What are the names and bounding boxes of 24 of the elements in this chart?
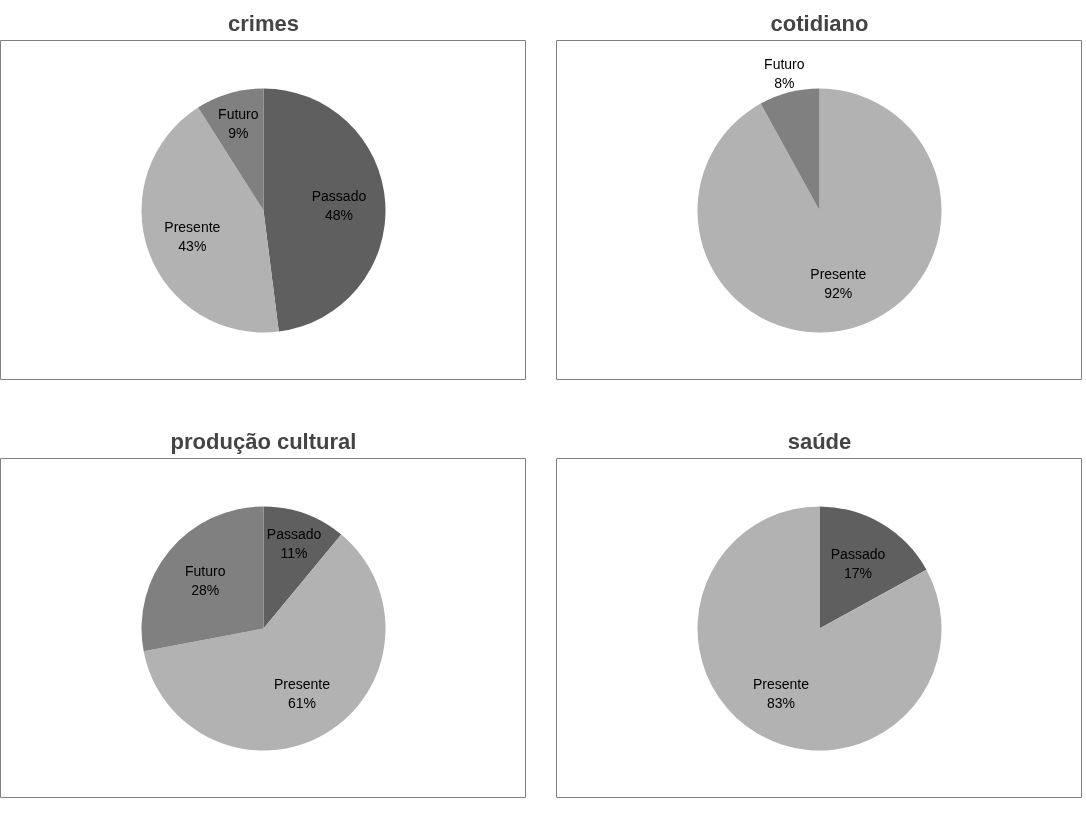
slice-label: Presente	[810, 266, 867, 283]
slice-label: Passado	[266, 525, 322, 542]
slice-label: Passado	[830, 545, 886, 562]
data-label: 9%	[228, 125, 249, 142]
chart-title: cotidiano	[770, 10, 869, 36]
data-label: 48%	[324, 207, 354, 224]
slice-label: Presente	[273, 676, 331, 693]
data-label: 83%	[766, 695, 796, 712]
slice-label: Futuro	[184, 562, 226, 579]
data-label: 28%	[191, 581, 220, 598]
data-label: 8%	[774, 75, 795, 92]
data-label: 11%	[280, 545, 308, 562]
slice-label: Futuro	[218, 106, 259, 123]
slice-label: Presente	[164, 218, 221, 235]
data-label: 17%	[843, 564, 873, 581]
chart-title: crimes	[228, 10, 299, 36]
slice-label: Passado	[311, 188, 367, 205]
slice-label: Presente	[752, 676, 810, 693]
slice-label: Futuro	[764, 55, 805, 72]
data-label: 92%	[824, 285, 853, 302]
chart-title: saúde	[787, 428, 852, 454]
data-label: 61%	[287, 695, 317, 712]
chart-title: produção cultural	[170, 428, 357, 454]
data-label: 43%	[178, 237, 207, 254]
